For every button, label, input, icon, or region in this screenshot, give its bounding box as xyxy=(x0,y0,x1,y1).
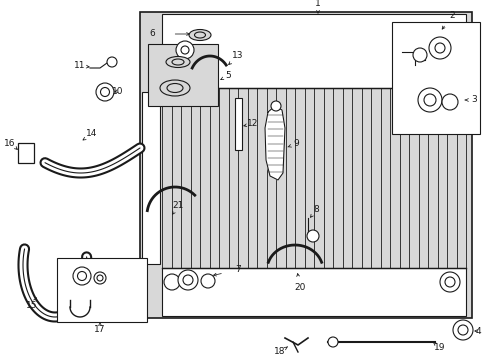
Circle shape xyxy=(77,271,86,280)
Circle shape xyxy=(452,320,472,340)
Circle shape xyxy=(412,48,426,62)
Text: 8: 8 xyxy=(312,206,318,215)
Circle shape xyxy=(444,277,454,287)
Ellipse shape xyxy=(194,32,205,38)
Ellipse shape xyxy=(172,59,183,65)
Circle shape xyxy=(441,94,457,110)
Circle shape xyxy=(201,274,215,288)
Circle shape xyxy=(270,101,281,111)
Text: 12: 12 xyxy=(247,120,258,129)
Text: 4: 4 xyxy=(474,327,480,336)
Bar xyxy=(142,92,160,264)
Circle shape xyxy=(423,94,435,106)
Circle shape xyxy=(97,275,103,281)
Bar xyxy=(162,14,465,88)
Text: 11: 11 xyxy=(74,62,85,71)
Circle shape xyxy=(428,37,450,59)
Circle shape xyxy=(94,272,106,284)
Text: 17: 17 xyxy=(94,325,105,334)
Polygon shape xyxy=(264,106,285,180)
Bar xyxy=(140,12,471,318)
Circle shape xyxy=(457,325,467,335)
Text: 5: 5 xyxy=(224,72,230,81)
Text: 7: 7 xyxy=(235,266,241,274)
Text: 21: 21 xyxy=(172,202,183,211)
Text: 19: 19 xyxy=(433,343,445,352)
Ellipse shape xyxy=(167,84,183,93)
Text: 1: 1 xyxy=(314,0,320,9)
Circle shape xyxy=(73,267,91,285)
Circle shape xyxy=(434,43,444,53)
Bar xyxy=(235,98,242,150)
Bar xyxy=(18,143,34,163)
Circle shape xyxy=(176,41,194,59)
Bar xyxy=(391,22,479,134)
Bar xyxy=(162,268,465,316)
Circle shape xyxy=(163,274,180,290)
Circle shape xyxy=(183,275,193,285)
Circle shape xyxy=(417,88,441,112)
Circle shape xyxy=(178,270,198,290)
Circle shape xyxy=(96,83,114,101)
Circle shape xyxy=(101,87,109,96)
Text: 16: 16 xyxy=(4,139,16,148)
Text: 10: 10 xyxy=(112,86,123,95)
Circle shape xyxy=(327,337,337,347)
Bar xyxy=(148,44,218,106)
Text: 14: 14 xyxy=(86,130,98,139)
Text: 6: 6 xyxy=(149,30,155,39)
Circle shape xyxy=(181,46,189,54)
Circle shape xyxy=(107,57,117,67)
Circle shape xyxy=(439,272,459,292)
Bar xyxy=(57,258,147,322)
Text: 20: 20 xyxy=(294,283,305,292)
Text: 15: 15 xyxy=(26,302,38,310)
Text: 13: 13 xyxy=(232,51,243,60)
Text: 9: 9 xyxy=(292,139,298,148)
Text: 18: 18 xyxy=(274,347,285,356)
Text: 2: 2 xyxy=(448,12,454,21)
Ellipse shape xyxy=(189,30,210,40)
Circle shape xyxy=(306,230,318,242)
Ellipse shape xyxy=(160,80,190,96)
Text: 3: 3 xyxy=(470,95,476,104)
Ellipse shape xyxy=(165,57,190,68)
